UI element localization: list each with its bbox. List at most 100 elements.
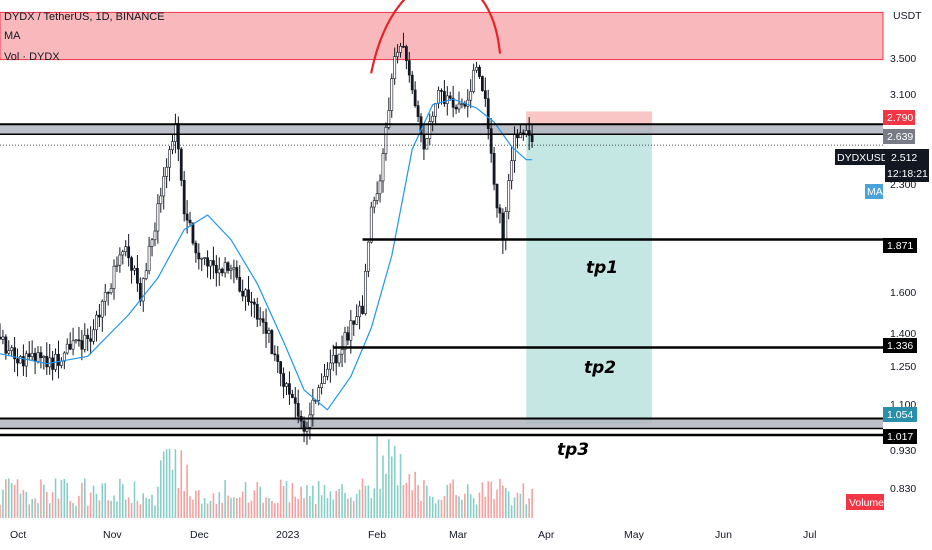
volume-bar bbox=[110, 500, 112, 518]
volume-badge-bg[interactable] bbox=[846, 494, 884, 510]
volume-bar bbox=[443, 496, 446, 518]
volume-bar bbox=[136, 500, 139, 518]
candle-body bbox=[293, 397, 297, 404]
candle-body bbox=[42, 356, 46, 358]
volume-bar bbox=[320, 495, 323, 518]
candle-body bbox=[358, 305, 362, 317]
candle-body bbox=[504, 211, 508, 241]
candle-body bbox=[98, 314, 101, 318]
time-axis[interactable]: Oct Nov Dec 2023 Feb Mar Apr May Jun Jul bbox=[10, 529, 816, 541]
candle-body bbox=[472, 69, 476, 92]
price-tick: 0.830 bbox=[890, 483, 916, 495]
ma-legend[interactable]: MA bbox=[4, 30, 21, 42]
volume-bar bbox=[393, 445, 396, 518]
volume-bar bbox=[22, 489, 25, 518]
levels-layer bbox=[0, 123, 883, 437]
tag-target-mid: 2.639 bbox=[887, 131, 913, 143]
volume-bar bbox=[69, 501, 71, 518]
volume-bar bbox=[490, 481, 492, 518]
volume-bar bbox=[0, 504, 1, 518]
vol-legend[interactable]: Vol · DYDX bbox=[4, 51, 60, 63]
candle-body bbox=[171, 141, 174, 150]
tag-target-top: 2.790 bbox=[887, 112, 913, 124]
volume-bar bbox=[124, 499, 127, 518]
volume-bar bbox=[37, 503, 39, 518]
candle-body bbox=[416, 105, 420, 117]
volume-bar bbox=[95, 493, 98, 518]
time-label: Jun bbox=[715, 529, 732, 541]
volume-layer bbox=[0, 433, 533, 518]
volume-bar bbox=[496, 489, 498, 518]
volume-bar bbox=[154, 505, 156, 518]
volume-bar bbox=[157, 486, 159, 518]
volume-bar bbox=[481, 482, 484, 518]
candle-body bbox=[530, 135, 534, 142]
volume-bar bbox=[113, 495, 115, 518]
price-tick: 3.500 bbox=[890, 53, 916, 65]
volume-badge[interactable]: Volume bbox=[849, 497, 884, 509]
candle-body bbox=[364, 270, 367, 314]
volume-bar bbox=[244, 481, 247, 518]
volume-bar bbox=[455, 495, 457, 518]
volume-bar bbox=[312, 485, 314, 518]
ma-badge[interactable]: MA bbox=[867, 186, 883, 198]
ma-badge-bg[interactable] bbox=[865, 184, 883, 199]
volume-bar bbox=[472, 497, 475, 518]
candle-body bbox=[495, 183, 499, 209]
candle-body bbox=[48, 357, 52, 368]
candle-body bbox=[13, 347, 17, 360]
volume-bar bbox=[446, 484, 449, 518]
volume-bar bbox=[414, 471, 416, 518]
tag-symbol: DYDXUSDT bbox=[837, 152, 895, 164]
candle-body bbox=[74, 339, 78, 342]
candle-body bbox=[68, 343, 72, 350]
price-axis[interactable]: USDT 3.500 3.100 2.300 1.600 1.400 1.250… bbox=[890, 10, 922, 495]
candle-body bbox=[369, 206, 373, 243]
candle-body bbox=[475, 66, 478, 71]
volume-bar bbox=[306, 485, 308, 518]
volume-bar bbox=[224, 480, 226, 518]
candle-body bbox=[220, 268, 224, 274]
candle-body bbox=[174, 123, 177, 142]
volume-bar bbox=[466, 484, 469, 518]
candle-body bbox=[320, 383, 323, 388]
candle-body bbox=[507, 180, 511, 212]
currency-label: USDT bbox=[893, 10, 922, 22]
candle-body bbox=[431, 115, 435, 122]
volume-bar bbox=[516, 492, 519, 518]
tag-target-top-bg bbox=[883, 110, 915, 125]
candle-body bbox=[83, 334, 87, 350]
candle-body bbox=[36, 352, 40, 362]
volume-bar bbox=[434, 503, 437, 518]
volume-bar bbox=[212, 493, 215, 518]
candle-body bbox=[191, 222, 195, 244]
candle-body bbox=[10, 347, 14, 352]
tp2-label: tp2 bbox=[584, 358, 616, 378]
volume-bar bbox=[60, 479, 63, 518]
tag-current-price: 2.512 bbox=[891, 152, 917, 164]
candle-body bbox=[226, 262, 230, 271]
candle-body bbox=[106, 292, 110, 294]
candle-body bbox=[279, 361, 283, 374]
volume-bar bbox=[78, 495, 80, 518]
candle-body bbox=[375, 193, 379, 201]
volume-bar bbox=[329, 491, 332, 518]
candle-body bbox=[252, 301, 256, 305]
symbol-title: DYDX / TetherUS, 1D, BINANCE bbox=[4, 11, 165, 23]
tag-level-4: 1.017 bbox=[887, 431, 913, 443]
volume-bar bbox=[142, 493, 145, 518]
candle-body bbox=[4, 336, 8, 354]
volume-bar bbox=[499, 478, 501, 518]
volume-bar bbox=[89, 492, 92, 518]
tag-countdown: 12:18:21 bbox=[887, 168, 928, 180]
candle-body bbox=[141, 278, 145, 302]
candle-body bbox=[103, 292, 107, 302]
volume-bar bbox=[104, 483, 107, 518]
volume-bar bbox=[198, 490, 200, 518]
volume-bar bbox=[247, 502, 250, 518]
volume-bar bbox=[522, 483, 525, 518]
candle-body bbox=[153, 230, 157, 241]
volume-bar bbox=[25, 491, 28, 518]
volume-bar bbox=[525, 504, 528, 518]
